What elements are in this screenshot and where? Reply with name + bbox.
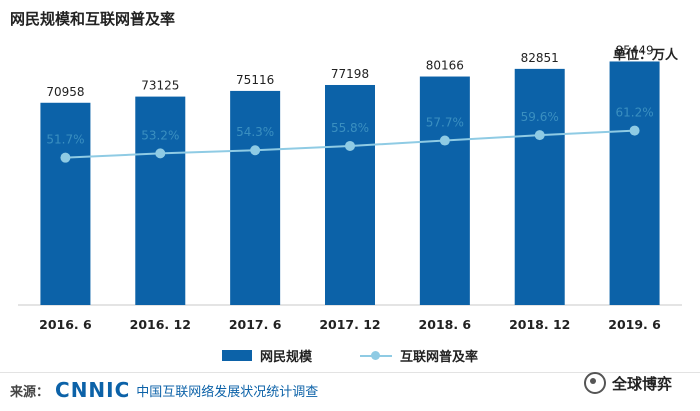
footer-divider	[0, 372, 700, 373]
bar-value-label: 82851	[521, 51, 559, 65]
x-tick-label: 2017. 12	[319, 317, 380, 332]
x-tick-label: 2018. 12	[509, 317, 570, 332]
bar	[609, 61, 660, 305]
line-point	[439, 135, 450, 146]
bar	[230, 90, 281, 305]
source-prefix: 来源：	[10, 384, 50, 400]
line-value-label: 61.2%	[616, 106, 654, 120]
bar	[135, 96, 186, 305]
line-point	[60, 152, 71, 163]
line-point	[155, 148, 166, 159]
bar-value-label: 80166	[426, 59, 464, 73]
x-tick-label: 2017. 6	[229, 317, 282, 332]
bar	[419, 76, 470, 305]
bar	[325, 84, 375, 305]
line-point	[345, 140, 355, 151]
combo-chart: 70958 2016. 6 73125 2016. 12 75116 2017. 6 771…	[18, 43, 682, 332]
unit-label: 单位：万人	[612, 48, 678, 63]
line-value-label: 55.8%	[331, 121, 369, 135]
brand-watermark: 全球博弈	[583, 372, 672, 394]
line-value-label: 54.3%	[236, 125, 274, 139]
bar	[40, 102, 91, 305]
legend-swatch-bar	[221, 350, 252, 361]
legend-item-line: 互联网普及率	[360, 346, 478, 365]
bar-value-label: 77198	[331, 67, 369, 81]
legend-swatch-line	[360, 350, 392, 361]
bar-value-label: 85449	[615, 43, 653, 57]
line-value-label: 59.6%	[521, 110, 559, 124]
line-value-label: 51.7%	[46, 133, 84, 147]
legend-label-bar: 网民规模	[259, 350, 312, 365]
chart-title: 网民规模和互联网普及率	[10, 10, 176, 28]
source-text: 中国互联网络发展状况统计调查	[136, 384, 319, 400]
x-tick-label: 2019. 6	[608, 317, 661, 332]
bar-value-label: 73125	[141, 79, 179, 93]
source-credit: 来源： CNNIC 中国互联网络发展状况统计调查	[10, 378, 318, 402]
bar	[514, 68, 565, 305]
line-point	[629, 125, 640, 136]
legend-item-bar: 网民规模	[221, 346, 312, 365]
legend: 网民规模 互联网普及率	[0, 346, 700, 365]
x-tick-label: 2016. 6	[39, 317, 92, 332]
wechat-icon	[583, 372, 606, 394]
line-point	[250, 145, 261, 156]
x-tick-label: 2018. 6	[419, 317, 472, 332]
line-value-label: 53.2%	[141, 128, 179, 142]
cnnic-logo: CNNIC	[55, 378, 131, 402]
bar-value-label: 70958	[46, 85, 84, 99]
line-value-label: 57.7%	[426, 116, 464, 130]
legend-label-line: 互联网普及率	[400, 350, 479, 365]
brand-name: 全球博弈	[611, 374, 672, 393]
x-tick-label: 2016. 12	[130, 317, 191, 332]
bar-value-label: 75116	[236, 73, 274, 87]
line-point	[534, 130, 545, 141]
